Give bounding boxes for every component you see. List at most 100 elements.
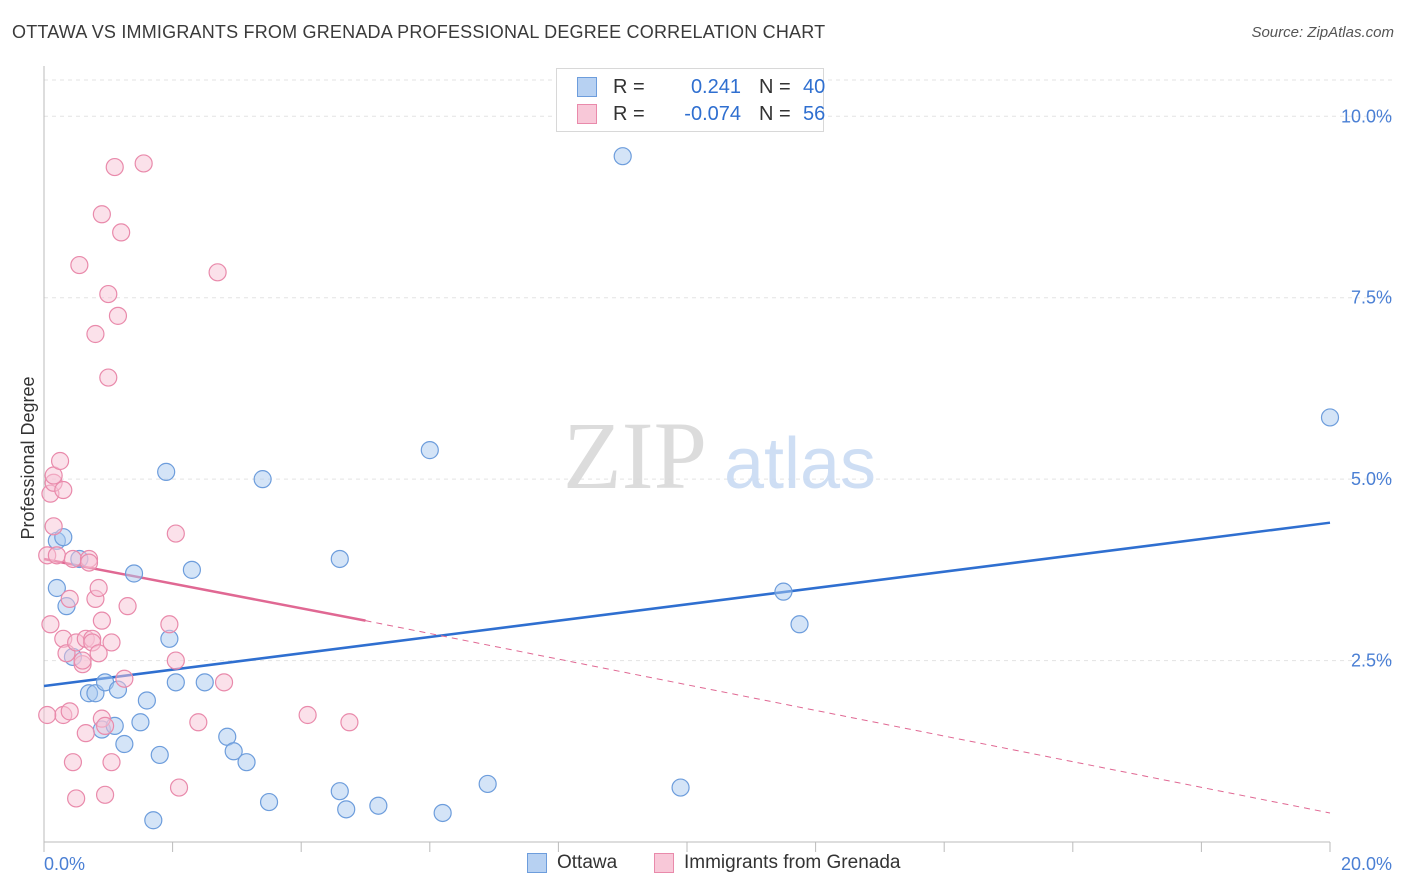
grenada-point <box>112 223 131 242</box>
grenada-point <box>115 669 134 688</box>
grenada-point <box>102 753 121 772</box>
grenada-point <box>99 284 118 304</box>
legend-r-label: R = <box>613 75 645 98</box>
ottawa-point <box>259 792 279 812</box>
ottawa-point <box>330 549 349 569</box>
ottawa-point <box>420 441 439 460</box>
ottawa-trendline <box>43 521 1331 688</box>
grenada-point <box>105 157 124 177</box>
ottawa-point <box>124 564 144 583</box>
ottawa-point <box>253 470 272 489</box>
grenada-point <box>340 713 359 732</box>
series-label-ottawa: Ottawa <box>557 852 618 873</box>
grenada-trendline-extension <box>365 620 1331 814</box>
ottawa-point <box>47 578 66 598</box>
grenada-point <box>95 785 115 804</box>
watermark-zip: ZIP <box>563 402 707 509</box>
grenada-point <box>102 633 121 652</box>
y-tick-label: 5.0% <box>1351 469 1392 489</box>
grenada-point <box>67 789 86 808</box>
grenada-point <box>214 673 234 692</box>
legend-r-value: -0.074 <box>684 102 741 125</box>
grenada-point <box>63 753 83 772</box>
grenada-point <box>89 644 108 663</box>
series-swatch-grenada <box>654 853 674 873</box>
ottawa-point <box>369 796 388 815</box>
ottawa-point <box>237 753 256 772</box>
ottawa-point <box>478 774 497 794</box>
grenada-point <box>189 713 208 732</box>
grenada-point <box>95 716 115 735</box>
series-legend-grenada: Immigrants from Grenada <box>654 852 900 874</box>
ottawa-point <box>774 582 793 601</box>
legend-swatch-ottawa <box>577 77 597 97</box>
grenada-point <box>134 154 153 173</box>
ottawa-point <box>1320 408 1340 427</box>
grenada-point <box>118 597 137 616</box>
grenada-point <box>41 615 60 634</box>
trendlines <box>43 521 1331 814</box>
chart-title: OTTAWA VS IMMIGRANTS FROM GRENADA PROFES… <box>12 22 826 42</box>
grenada-point <box>76 724 95 743</box>
ottawa-point <box>195 673 214 692</box>
grenada-point <box>92 611 111 630</box>
series-swatch-ottawa <box>527 853 547 873</box>
grenada-point <box>47 546 66 565</box>
y-tick-label: 10.0% <box>1341 106 1392 126</box>
grenada-point <box>169 778 189 797</box>
ottawa-point <box>144 811 163 830</box>
y-axis-label: Professional Degree <box>18 376 38 539</box>
ottawa-point <box>157 462 176 481</box>
grenada-trendline <box>43 557 366 622</box>
grenada-point <box>99 368 118 387</box>
legend-n-value: 40 <box>803 75 826 98</box>
series-label-grenada: Immigrants from Grenada <box>684 852 901 873</box>
ottawa-point <box>433 803 452 823</box>
legend-n-label: N = <box>759 75 791 98</box>
ottawa-point <box>182 560 201 579</box>
ottawa-point <box>671 778 690 797</box>
grenada-point <box>60 702 79 721</box>
grenada-point <box>44 517 63 536</box>
grenada-point <box>89 578 108 598</box>
legend-r-label: R = <box>613 102 645 125</box>
grenada-point <box>79 553 99 572</box>
ottawa-point <box>330 782 349 801</box>
legend-r-value: 0.241 <box>690 75 741 98</box>
ottawa-point <box>790 615 809 634</box>
legend-n-label: N = <box>759 102 791 125</box>
grid-lines <box>44 79 1392 662</box>
y-tick-label: 2.5% <box>1351 651 1392 671</box>
grenada-point <box>86 324 105 344</box>
legend-n-value: 56 <box>803 102 826 125</box>
x-tick-label: 20.0% <box>1341 854 1392 874</box>
grenada-point <box>38 705 57 725</box>
x-tick-labels: 0.0% 20.0% <box>44 854 1392 874</box>
legend-swatch-grenada <box>577 104 597 124</box>
grenada-point <box>73 651 92 670</box>
series-legend-ottawa: Ottawa <box>527 852 617 874</box>
grenada-point <box>166 524 185 543</box>
ottawa-point <box>613 147 632 166</box>
y-tick-labels: 2.5% 5.0% 7.5% 10.0% <box>1341 106 1392 670</box>
grenada-point <box>70 255 89 275</box>
grenada-point <box>92 205 111 224</box>
ottawa-point <box>150 745 169 765</box>
watermark-atlas: atlas <box>724 424 876 504</box>
grenada-point <box>63 549 83 569</box>
ottawa-point <box>166 673 185 692</box>
x-tick-label: 0.0% <box>44 854 85 874</box>
grenada-point <box>108 306 128 325</box>
ottawa-point <box>224 742 243 761</box>
legend-row-ottawa: R = 0.241 N = 40 <box>577 75 825 99</box>
grenada-point <box>160 615 179 634</box>
legend-row-grenada: R = -0.074 N = 56 <box>577 102 825 126</box>
ottawa-point <box>131 713 150 732</box>
grenada-point <box>298 705 317 725</box>
grenada-point <box>60 589 79 608</box>
stats-legend: R = 0.241 N = 40 R = -0.074 N = 56 <box>556 68 825 132</box>
grenada-point <box>166 651 185 670</box>
source-label: Source: ZipAtlas.com <box>1251 24 1394 41</box>
grenada-point <box>54 480 73 500</box>
